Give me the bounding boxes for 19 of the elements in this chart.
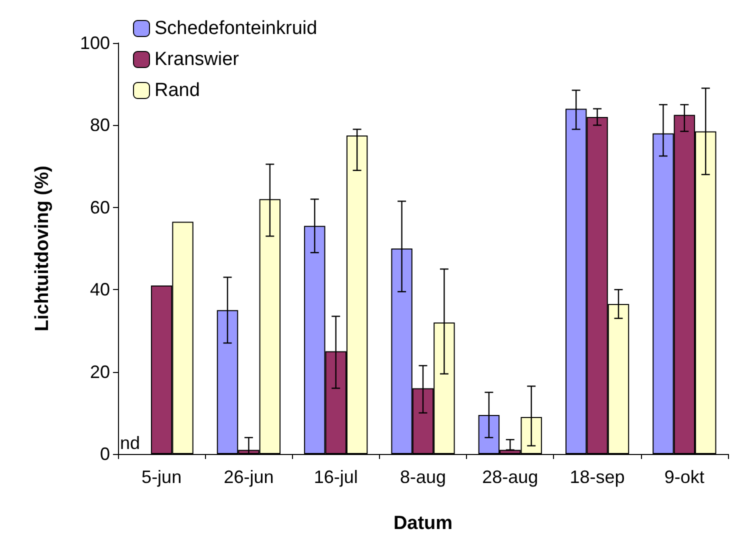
x-tick-label: 26-jun — [224, 467, 274, 487]
y-tick-label: 20 — [90, 362, 110, 382]
y-axis-title: Lichtuitdoving (%) — [32, 166, 53, 332]
y-tick-label: 60 — [90, 197, 110, 218]
x-tick-label: 8-aug — [400, 467, 446, 487]
x-tick-label: 18-sep — [570, 467, 625, 487]
legend-label: Kranswier — [154, 49, 240, 70]
y-tick-label: 0 — [100, 444, 110, 464]
x-tick-label: 9-okt — [664, 467, 704, 487]
annotation: nd — [120, 433, 140, 453]
x-tick-label: 28-aug — [482, 467, 538, 487]
legend-label: Schedefonteinkruid — [154, 18, 318, 39]
x-tick-label: 16-jul — [314, 467, 358, 487]
y-tick-label: 100 — [80, 33, 110, 53]
y-tick-label: 80 — [90, 115, 110, 136]
x-tick-label: 5-jun — [142, 467, 182, 487]
x-axis-title: Datum — [393, 513, 453, 534]
y-tick-label: 40 — [90, 280, 110, 300]
legend-label: Rand — [154, 80, 200, 101]
